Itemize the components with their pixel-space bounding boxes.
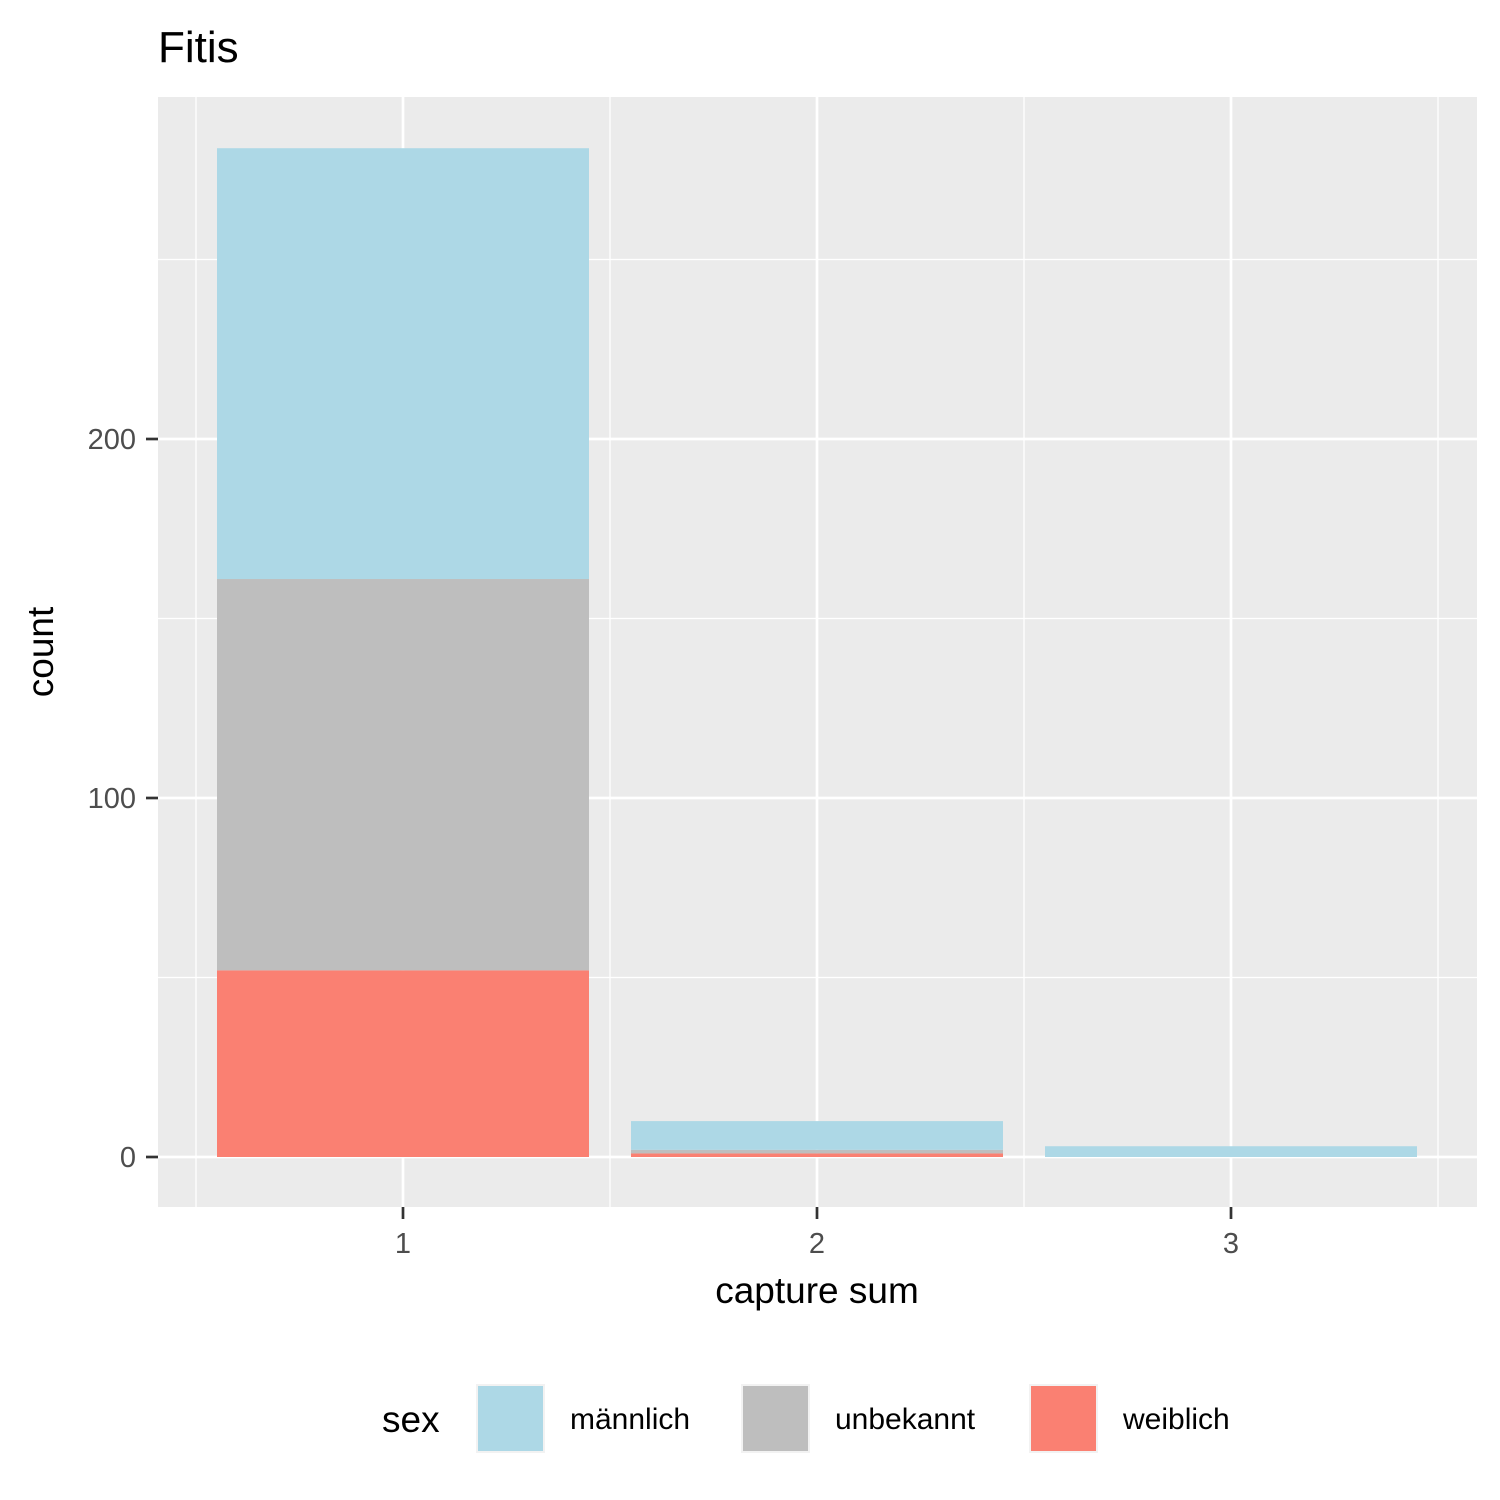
legend-key-weiblich bbox=[1031, 1386, 1096, 1451]
bar-männlich-2 bbox=[631, 1121, 1003, 1150]
x-tick-label: 3 bbox=[1223, 1228, 1239, 1260]
y-tick-label: 100 bbox=[88, 783, 136, 815]
bar-männlich-3 bbox=[1045, 1146, 1417, 1157]
y-tick-label: 0 bbox=[120, 1142, 136, 1174]
legend-label-unbekannt: unbekannt bbox=[835, 1403, 976, 1436]
legend-label-weiblich: weiblich bbox=[1122, 1403, 1230, 1436]
y-axis: 0 100 200 bbox=[88, 424, 158, 1174]
plot-panel bbox=[158, 97, 1477, 1207]
x-axis: 1 2 3 bbox=[395, 1207, 1239, 1260]
x-axis-title: capture sum bbox=[715, 1270, 919, 1311]
bar-unbekannt-2 bbox=[631, 1149, 1003, 1154]
x-tick-label: 2 bbox=[809, 1228, 825, 1260]
legend-key-männlich bbox=[478, 1386, 543, 1451]
bar-männlich-1 bbox=[217, 148, 589, 580]
bar-unbekannt-1 bbox=[217, 579, 589, 971]
legend: sex männlich unbekannt weiblich bbox=[382, 1384, 1230, 1453]
chart-title: Fitis bbox=[158, 23, 239, 72]
legend-title: sex bbox=[382, 1399, 440, 1440]
bar-weiblich-1 bbox=[217, 970, 589, 1157]
x-tick-label: 1 bbox=[395, 1228, 411, 1260]
legend-label-männlich: männlich bbox=[570, 1403, 690, 1436]
bar-weiblich-2 bbox=[631, 1153, 1003, 1157]
y-tick-label: 200 bbox=[88, 424, 136, 456]
legend-key-unbekannt bbox=[743, 1386, 808, 1451]
y-axis-title: count bbox=[20, 606, 61, 697]
